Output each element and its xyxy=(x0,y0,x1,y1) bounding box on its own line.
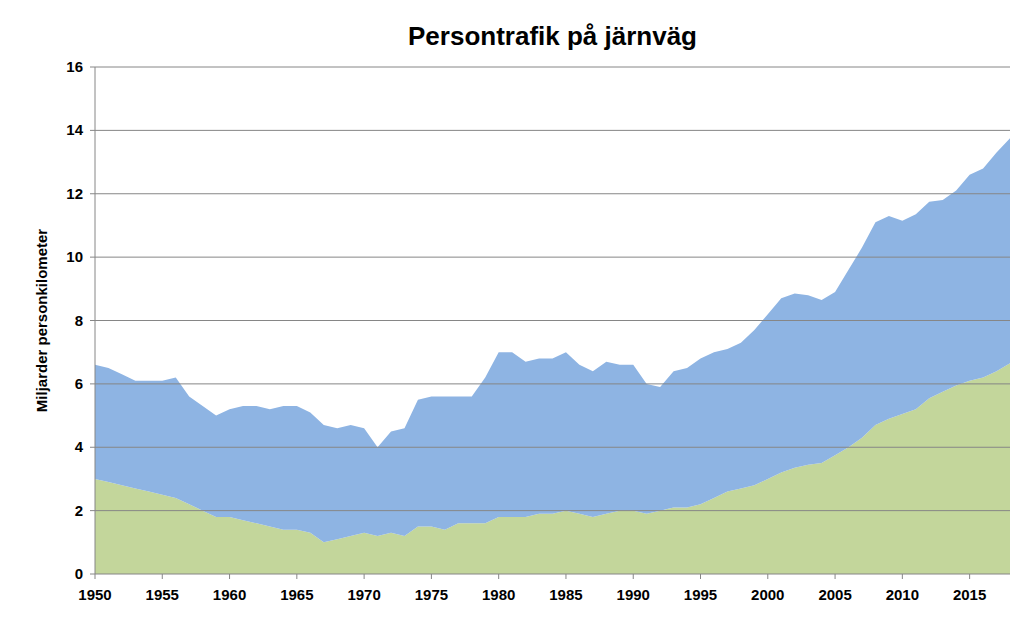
x-tick xyxy=(498,574,499,579)
y-tick-label: 10 xyxy=(66,248,83,265)
x-tick-label: 1995 xyxy=(684,586,717,603)
y-tick xyxy=(90,193,95,194)
y-axis-label: Miljarder personkilometer xyxy=(33,229,50,413)
y-tick xyxy=(90,257,95,258)
plot-area xyxy=(95,138,1010,574)
x-tick-label: 1955 xyxy=(146,586,179,603)
title: Persontrafik på järnväg xyxy=(408,21,697,51)
x-tick xyxy=(229,574,230,579)
x-tick-label: 1950 xyxy=(78,586,111,603)
x-tick-label: 2010 xyxy=(886,586,919,603)
y-tick-label: 14 xyxy=(66,121,83,138)
y-tick-label: 0 xyxy=(75,565,83,582)
x-tick-label: 1960 xyxy=(213,586,246,603)
grid-line xyxy=(95,130,1010,131)
y-tick-label: 8 xyxy=(75,312,83,329)
y-tick-label: 2 xyxy=(75,502,83,519)
chart: Persontrafik på järnväg Miljarder personk… xyxy=(0,0,1024,636)
x-tick xyxy=(565,574,566,579)
x-tick-label: 1970 xyxy=(347,586,380,603)
x-tick-label: 1965 xyxy=(280,586,313,603)
y-tick-label: 12 xyxy=(66,185,83,202)
x-tick xyxy=(431,574,432,579)
grid-line xyxy=(95,193,1010,194)
y-tick xyxy=(90,130,95,131)
x-tick-label: 1985 xyxy=(549,586,582,603)
x-tick-label: 2015 xyxy=(953,586,986,603)
y-tick-label: 6 xyxy=(75,375,83,392)
y-tick xyxy=(90,510,95,511)
grid-line xyxy=(95,447,1010,448)
x-tick xyxy=(633,574,634,579)
y-axis xyxy=(95,67,96,574)
y-tick xyxy=(90,574,95,575)
y-tick xyxy=(90,320,95,321)
x-tick-label: 2000 xyxy=(751,586,784,603)
x-tick-label: 2005 xyxy=(818,586,851,603)
grid-line xyxy=(95,320,1010,321)
x-tick xyxy=(296,574,297,579)
x-tick-label: 1980 xyxy=(482,586,515,603)
x-tick xyxy=(767,574,768,579)
x-tick xyxy=(364,574,365,579)
x-tick xyxy=(700,574,701,579)
x-tick xyxy=(162,574,163,579)
y-tick xyxy=(90,67,95,68)
area-series xyxy=(95,138,1010,542)
y-tick xyxy=(90,383,95,384)
x-tick-label: 1975 xyxy=(415,586,448,603)
grid-line xyxy=(95,383,1010,384)
x-axis xyxy=(95,574,1010,575)
y-tick xyxy=(90,447,95,448)
y-tick-label: 16 xyxy=(66,58,83,75)
x-tick xyxy=(95,574,96,579)
grid-line xyxy=(95,257,1010,258)
x-tick xyxy=(969,574,970,579)
x-tick-label: 1990 xyxy=(617,586,650,603)
x-tick xyxy=(902,574,903,579)
x-tick xyxy=(835,574,836,579)
grid-line xyxy=(95,67,1010,68)
grid-line xyxy=(95,510,1010,511)
y-tick-label: 4 xyxy=(75,438,84,455)
